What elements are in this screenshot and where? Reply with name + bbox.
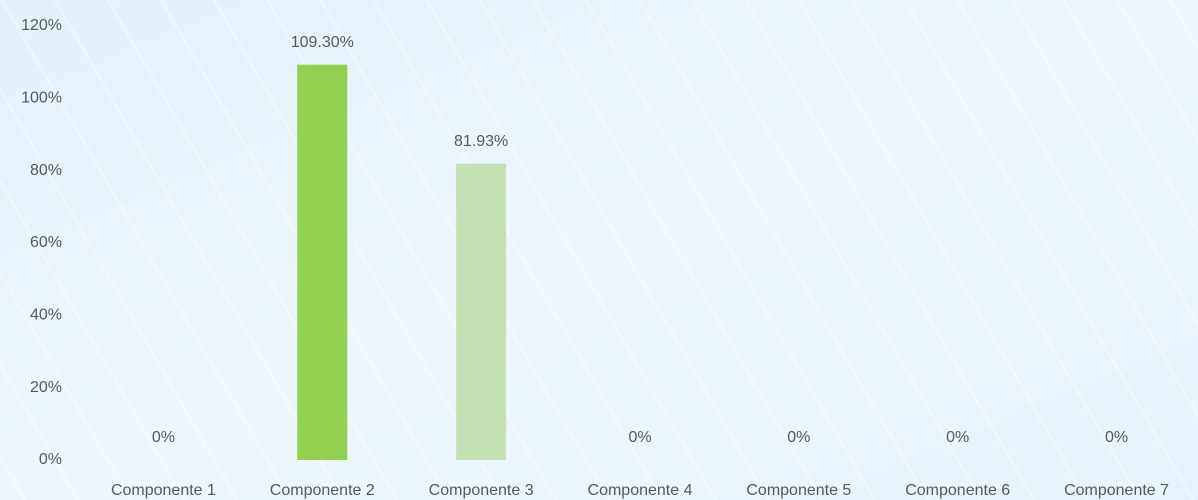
y-tick-label: 20% [30,379,62,396]
x-tick-label: Componente 7 [1064,482,1169,499]
y-tick-label: 0% [39,451,62,468]
data-label: 81.93% [454,133,508,150]
y-tick-label: 40% [30,307,62,324]
data-label: 0% [787,429,810,446]
x-tick-label: Componente 3 [429,482,534,499]
x-tick-label: Componente 4 [588,482,693,499]
y-tick-label: 60% [30,234,62,251]
y-tick-label: 120% [21,17,62,34]
bar [456,163,507,460]
data-label: 109.30% [291,34,354,51]
data-label: 0% [152,429,175,446]
x-tick-label: Componente 6 [905,482,1010,499]
x-tick-label: Componente 2 [270,482,375,499]
y-tick-label: 100% [21,90,62,107]
y-tick-label: 80% [30,162,62,179]
data-label: 0% [628,429,651,446]
x-tick-label: Componente 1 [111,482,216,499]
bar [297,64,348,460]
x-tick-label: Componente 5 [746,482,851,499]
data-label: 0% [1105,429,1128,446]
data-label: 0% [946,429,969,446]
